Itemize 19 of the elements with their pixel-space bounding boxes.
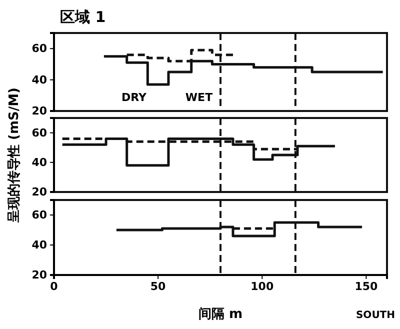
text: SOUTH xyxy=(356,310,395,321)
x-tick-label: 0 xyxy=(50,280,58,293)
chart-title: 区域 1 xyxy=(60,8,106,26)
annotation: WET xyxy=(185,91,214,104)
annotation: DRY xyxy=(122,91,148,104)
y-tick-label: 20 xyxy=(32,104,48,118)
x-tick-label: 150 xyxy=(354,280,378,293)
y-tick-label: 40 xyxy=(32,73,48,86)
y-tick-label: 20 xyxy=(32,186,48,199)
y-tick-label: 60 xyxy=(32,126,48,140)
x-tick-label: 100 xyxy=(250,280,274,293)
y-tick-label: 60 xyxy=(32,42,48,56)
y-tick-label: 60 xyxy=(32,208,48,222)
y-tick-label: 40 xyxy=(32,238,48,252)
y-tick-label: 20 xyxy=(32,268,48,282)
x-tick-label: 50 xyxy=(150,280,166,293)
x-axis-title: 间隔 m xyxy=(198,307,243,322)
y-axis-title: 呈现的传导性 (mS/M) xyxy=(7,87,22,224)
y-tick-label: 40 xyxy=(32,156,48,169)
